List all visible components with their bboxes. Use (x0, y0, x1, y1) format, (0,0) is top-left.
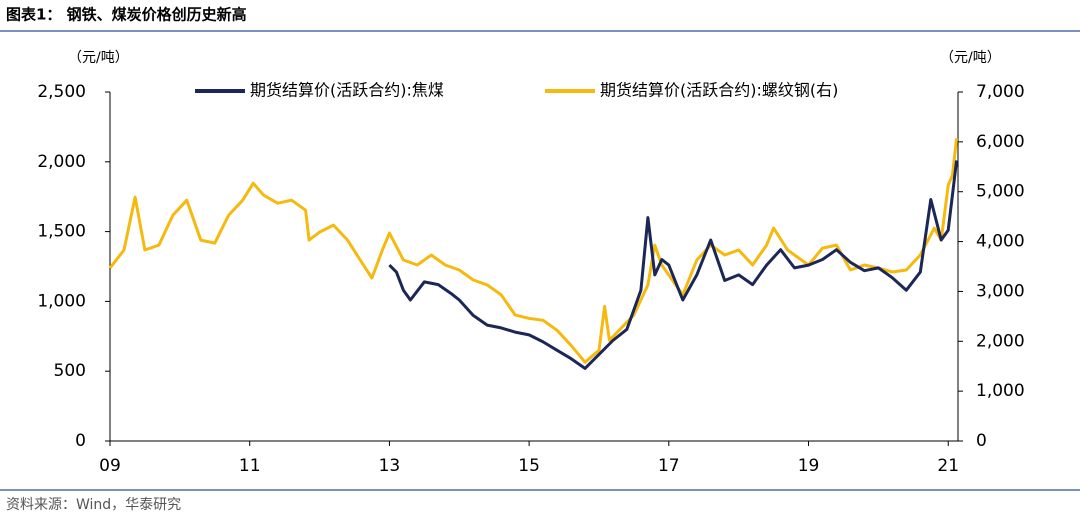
x-tick-label: 13 (379, 456, 401, 476)
x-tick-label: 09 (99, 456, 121, 476)
x-tick-label: 19 (798, 456, 820, 476)
series-line (108, 138, 959, 364)
y2-tick-label: 2,000 (976, 331, 1025, 351)
x-tick-label: 21 (937, 456, 959, 476)
page-title: 图表1： 钢铁、煤炭价格创历史新高 (6, 6, 247, 24)
x-tick-label: 17 (658, 456, 680, 476)
y2-tick-label: 3,000 (976, 281, 1025, 301)
y-tick-label: 2,500 (37, 82, 86, 102)
y-tick-label: 500 (54, 361, 86, 381)
y2-tick-label: 1,000 (976, 381, 1025, 401)
y-unit: （元/吨） (68, 50, 129, 66)
y-tick-label: 1,000 (37, 291, 86, 311)
y2-unit: （元/吨） (940, 50, 1001, 66)
y-tick-label: 2,000 (37, 152, 86, 172)
x-tick-label: 15 (518, 456, 540, 476)
y-tick-label: 1,500 (37, 222, 86, 242)
y2-tick-label: 6,000 (976, 132, 1025, 152)
y-tick-label: 0 (75, 431, 86, 451)
legend-label: 期货结算价(活跃合约):焦煤 (250, 81, 444, 100)
series-line (388, 160, 959, 370)
y2-tick-label: 0 (976, 431, 987, 451)
y2-tick-label: 5,000 (976, 182, 1025, 202)
y2-tick-label: 4,000 (976, 232, 1025, 252)
source: 资料来源：Wind，华泰研究 (6, 497, 181, 513)
legend-label: 期货结算价(活跃合约):螺纹钢(右) (600, 81, 838, 100)
x-tick-label: 11 (239, 456, 261, 476)
y2-tick-label: 7,000 (976, 82, 1025, 102)
